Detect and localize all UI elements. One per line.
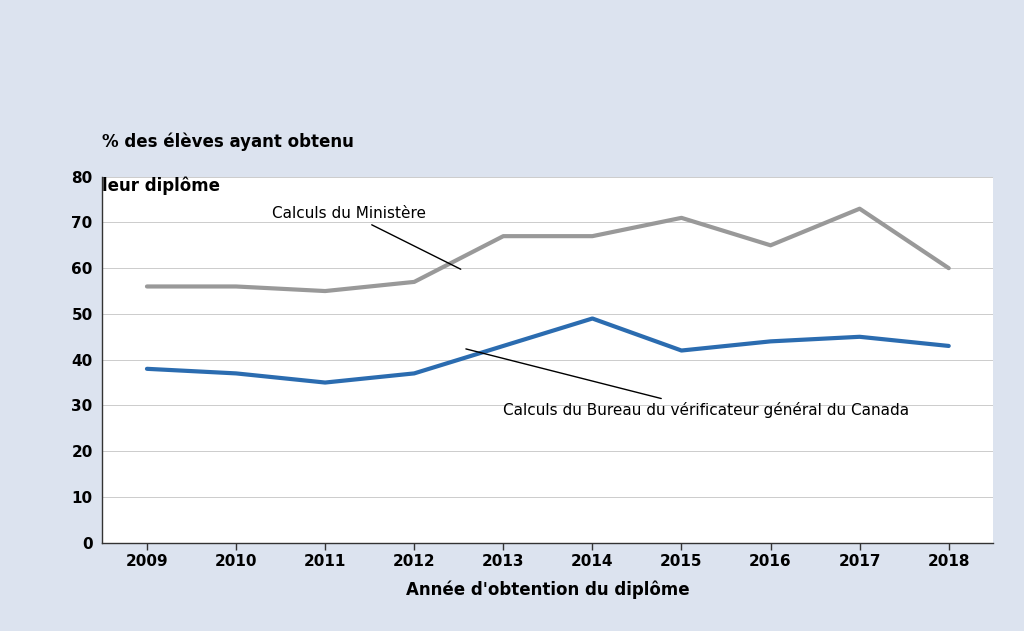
Text: Calculs du Ministère: Calculs du Ministère: [271, 206, 461, 269]
Text: % des élèves ayant obtenu: % des élèves ayant obtenu: [102, 133, 354, 151]
X-axis label: Année d'obtention du diplôme: Année d'obtention du diplôme: [407, 581, 689, 599]
Text: Calculs du Bureau du vérificateur général du Canada: Calculs du Bureau du vérificateur généra…: [466, 349, 909, 418]
Text: leur diplôme: leur diplôme: [102, 177, 220, 195]
